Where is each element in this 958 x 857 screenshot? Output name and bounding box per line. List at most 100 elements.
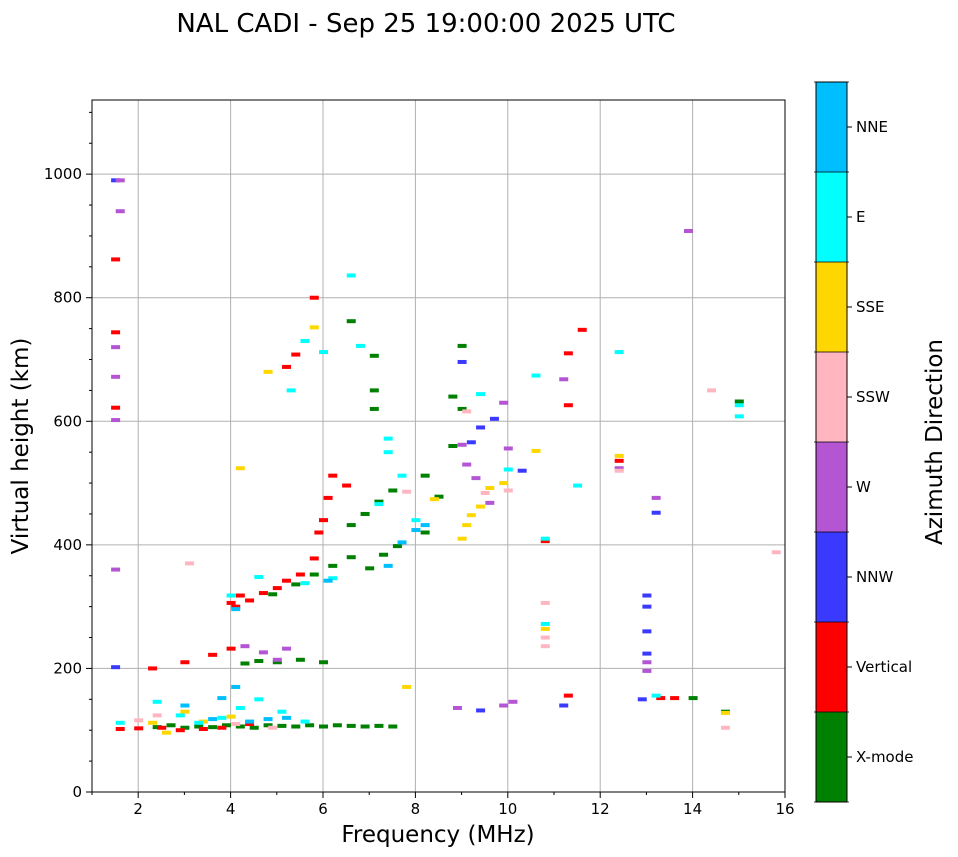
colorbar-swatch: [816, 352, 847, 442]
data-point: [346, 319, 356, 324]
data-point: [573, 483, 583, 488]
x-axis: 2 4 6 8 10 12 14 16: [91, 792, 795, 818]
data-point: [734, 403, 744, 408]
data-point: [231, 684, 241, 689]
data-point: [434, 494, 444, 499]
data-point: [115, 726, 125, 731]
data-point: [374, 499, 384, 504]
data-point: [268, 592, 278, 597]
data-point: [420, 530, 430, 535]
data-point: [637, 697, 647, 702]
data-point: [374, 723, 384, 728]
data-point: [226, 593, 236, 598]
data-point: [295, 657, 305, 662]
data-point: [448, 394, 458, 399]
data-point: [235, 466, 245, 471]
colorbar-tick-label: SSE: [856, 298, 885, 316]
data-point: [282, 715, 292, 720]
series-sse: [148, 325, 730, 735]
data-point: [111, 345, 121, 350]
colorbar-frame: [815, 81, 848, 803]
data-point: [231, 604, 241, 609]
data-point: [217, 696, 227, 701]
data-point: [476, 708, 486, 713]
data-point: [365, 566, 375, 571]
data-point: [499, 481, 509, 486]
data-point: [268, 725, 278, 730]
data-point: [448, 444, 458, 448]
data-point: [221, 723, 231, 728]
data-point: [111, 418, 121, 423]
data-point: [282, 364, 292, 369]
data-point: [235, 593, 245, 598]
chart-title: NAL CADI - Sep 25 19:00:00 2025 UTC: [176, 9, 675, 39]
data-point: [420, 523, 430, 528]
data-point: [328, 563, 338, 568]
data-point: [457, 406, 467, 411]
data-point: [651, 693, 661, 698]
data-point: [462, 462, 472, 467]
y-tick-label: 600: [53, 412, 82, 430]
series-x-mode: [152, 319, 744, 730]
data-point: [457, 536, 467, 541]
data-point: [383, 450, 393, 455]
data-point: [540, 536, 550, 541]
y-axis: 0 200 400 600 800 1000: [44, 111, 92, 801]
data-point: [355, 343, 365, 348]
data-point: [286, 388, 296, 393]
data-point: [194, 720, 204, 725]
data-point: [503, 467, 513, 472]
y-tick-label: 0: [72, 783, 82, 801]
grid: [92, 100, 785, 792]
data-point: [328, 473, 338, 478]
series-e: [115, 273, 744, 725]
data-point: [300, 719, 310, 724]
data-point: [383, 436, 393, 441]
data-point: [180, 660, 190, 665]
data-point: [240, 661, 250, 666]
data-point: [642, 629, 652, 634]
data-point: [457, 359, 467, 364]
data-point: [499, 703, 509, 708]
data-point: [383, 563, 393, 568]
data-point: [277, 723, 287, 728]
x-tick-label: 6: [318, 800, 328, 818]
data-point: [577, 327, 587, 332]
data-point: [180, 725, 190, 730]
data-point: [563, 693, 573, 698]
data-point: [198, 726, 208, 731]
data-point: [642, 651, 652, 656]
colorbar-swatch: [816, 712, 847, 802]
data-point: [402, 684, 412, 689]
data-point: [429, 497, 439, 502]
data-point: [642, 593, 652, 598]
y-axis-label: Virtual height (km): [8, 338, 34, 555]
colorbar-swatch: [816, 82, 847, 172]
data-point: [656, 696, 666, 701]
data-point: [249, 725, 259, 730]
data-point: [226, 600, 236, 605]
data-point: [346, 555, 356, 560]
data-point: [272, 586, 282, 591]
colorbar-swatch: [816, 532, 847, 622]
data-point: [540, 626, 550, 631]
data-point: [175, 713, 185, 718]
data-point: [411, 518, 421, 523]
data-point: [319, 724, 328, 729]
data-point: [466, 513, 476, 518]
y-tick-label: 800: [53, 289, 82, 307]
data-point: [476, 504, 486, 509]
data-point: [323, 495, 333, 500]
data-point: [166, 723, 176, 728]
colorbar-swatch: [816, 622, 847, 712]
data-point: [683, 228, 693, 233]
data-point: [369, 406, 379, 411]
data-point: [360, 724, 370, 729]
data-point: [291, 582, 301, 587]
data-point: [272, 660, 282, 665]
data-point: [263, 369, 273, 374]
colorbar-tick-label: W: [856, 478, 871, 496]
data-point: [517, 468, 527, 473]
data-point: [309, 325, 319, 330]
data-point: [226, 714, 236, 719]
